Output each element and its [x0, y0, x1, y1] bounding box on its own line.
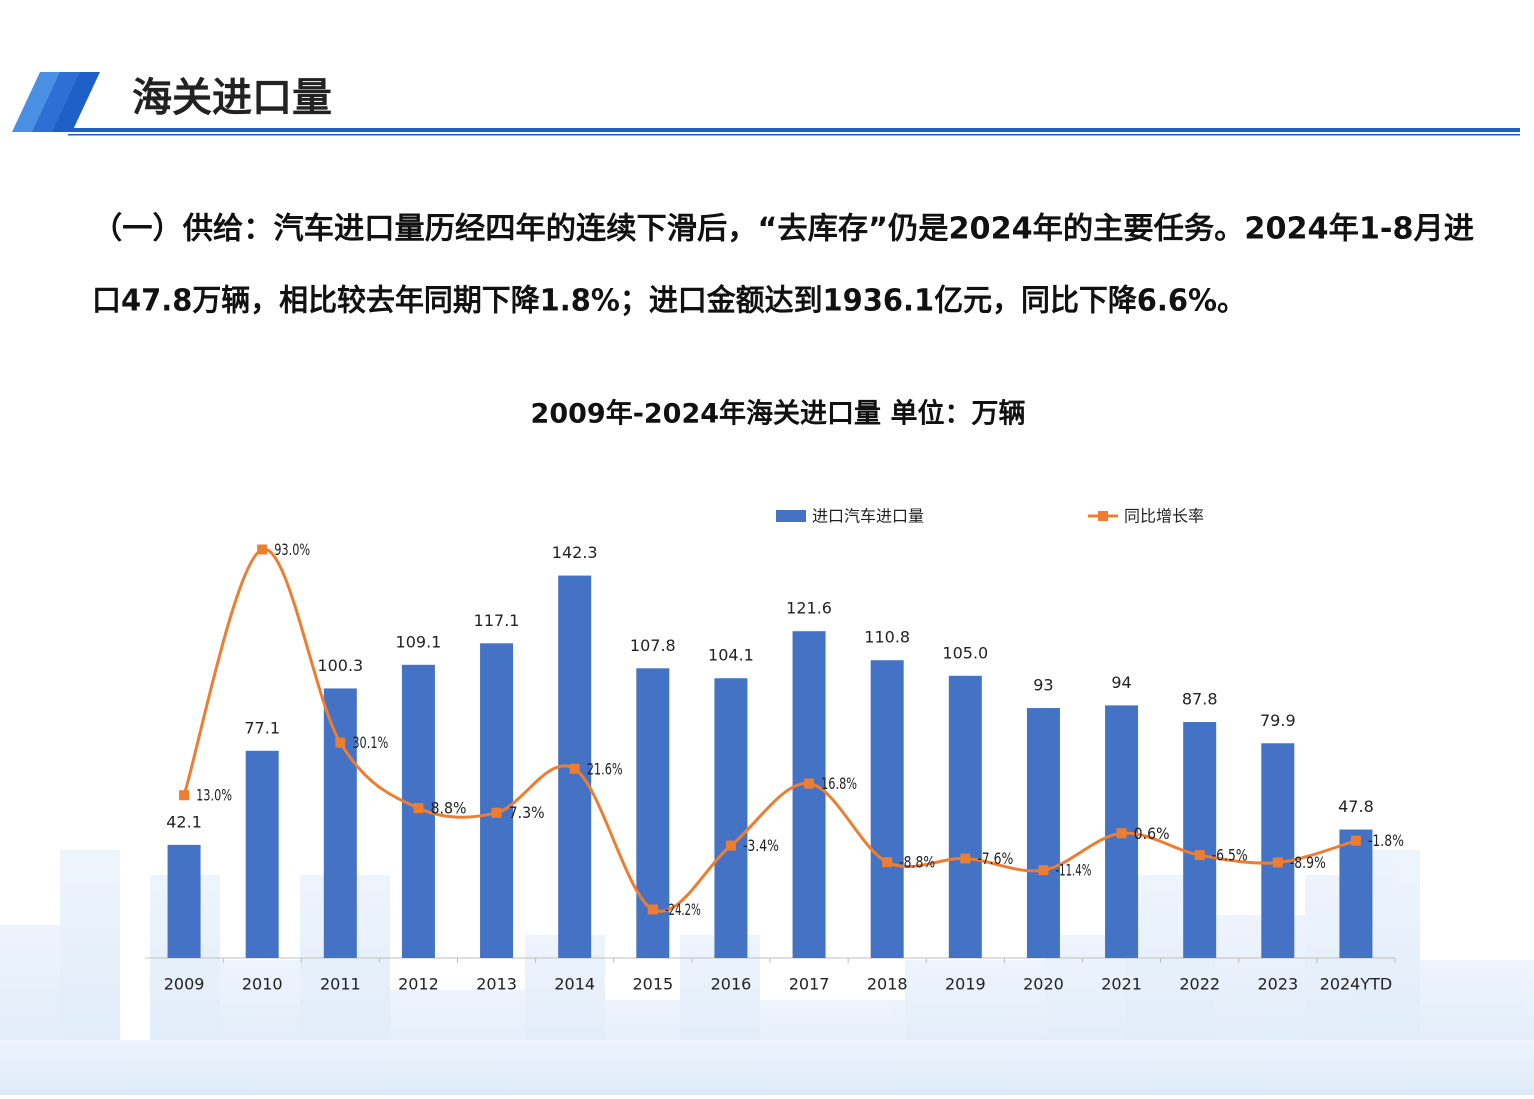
- paragraph-line: （一）供给：汽车进口量历经四年的连续下滑后，“去库存”仍是2024年的主要任务。…: [92, 212, 1474, 247]
- bar-value-label: 109.1: [396, 632, 442, 651]
- x-tick-label: 2016: [711, 975, 752, 994]
- line-marker: [1272, 857, 1283, 868]
- bar: [870, 660, 904, 958]
- bar-value-label: 117.1: [474, 611, 520, 630]
- x-tick-label: 2014: [554, 975, 595, 994]
- bar: [1183, 722, 1217, 958]
- bar-value-label: 94: [1111, 673, 1131, 692]
- bar: [1339, 829, 1373, 958]
- x-tick-label: 2009: [164, 975, 205, 994]
- bar: [1261, 743, 1295, 958]
- line-marker: [569, 763, 580, 774]
- bar-value-label: 77.1: [244, 718, 280, 737]
- legend-swatch: [776, 510, 806, 522]
- bar-value-label: 79.9: [1260, 711, 1296, 730]
- line-marker: [804, 778, 815, 789]
- x-tick-label: 2012: [398, 975, 439, 994]
- chart-title: 2009年-2024年海关进口量 单位：万辆: [531, 398, 1026, 430]
- bar-value-label: 87.8: [1182, 690, 1218, 709]
- line-value-label: -3.4%: [743, 836, 779, 855]
- line-marker: [1116, 828, 1127, 839]
- line-value-label: -8.9%: [1290, 853, 1326, 872]
- bar-value-label: 47.8: [1338, 797, 1374, 816]
- legend-label: 进口汽车进口量: [812, 507, 924, 526]
- bar: [323, 688, 357, 958]
- header-title: 海关进口量: [132, 75, 332, 121]
- line: [182, 547, 1357, 913]
- line-value-label: -24.2%: [665, 900, 701, 919]
- line-marker: [1350, 835, 1361, 846]
- bar-value-label: 100.3: [317, 656, 363, 675]
- line-marker: [1194, 850, 1205, 861]
- legend-swatch: [1098, 511, 1108, 521]
- x-tick-label: 2019: [945, 975, 986, 994]
- bar-value-label: 105.0: [942, 643, 988, 662]
- x-tick-label: 2015: [632, 975, 673, 994]
- header-logo: [12, 72, 1520, 136]
- line-value-label: 93.0%: [274, 540, 310, 559]
- line-value-label: 16.8%: [821, 774, 857, 793]
- x-tick-label: 2011: [320, 975, 361, 994]
- x-tick-label: 2017: [789, 975, 830, 994]
- line-value-label: -1.8%: [1368, 831, 1404, 850]
- bar-value-label: 42.1: [166, 812, 202, 831]
- bar: [792, 631, 826, 958]
- skyline-background: [0, 850, 1534, 1095]
- bar: [480, 643, 514, 958]
- line-value-label: -6.5%: [1212, 846, 1248, 865]
- line-value-label: -11.4%: [1055, 861, 1091, 880]
- line-marker: [725, 840, 736, 851]
- line-marker: [960, 853, 971, 864]
- bar-value-label: 142.3: [552, 543, 598, 562]
- bar: [948, 675, 982, 958]
- line-marker: [1038, 865, 1049, 876]
- x-tick-label: 2021: [1101, 975, 1142, 994]
- line-value-label: 8.8%: [430, 799, 466, 818]
- bar: [1026, 708, 1060, 958]
- line-value-label: 21.6%: [587, 759, 623, 778]
- line-value-label: 0.6%: [1134, 824, 1170, 843]
- bar: [714, 678, 748, 958]
- bar-value-label: 121.6: [786, 599, 832, 618]
- x-tick-label: 2024YTD: [1320, 975, 1393, 994]
- paragraph-line: 口47.8万辆，相比较去年同期下降1.8%；进口金额达到1936.1亿元，同比下…: [92, 284, 1246, 319]
- x-tick-label: 2010: [242, 975, 283, 994]
- line-marker: [179, 790, 190, 801]
- line-value-label: -8.8%: [899, 853, 935, 872]
- line-marker: [491, 807, 502, 818]
- bar: [167, 844, 201, 958]
- line-marker: [882, 857, 893, 868]
- x-tick-label: 2022: [1179, 975, 1220, 994]
- line-value-label: -7.6%: [977, 849, 1013, 868]
- bar-value-label: 93: [1033, 676, 1053, 695]
- line-value-label: 13.0%: [196, 786, 232, 805]
- bar-value-label: 104.1: [708, 646, 754, 665]
- line-marker: [257, 544, 268, 555]
- x-tick-label: 2020: [1023, 975, 1064, 994]
- bar-value-label: 110.8: [864, 628, 910, 647]
- x-tick-label: 2013: [476, 975, 517, 994]
- legend-label: 同比增长率: [1124, 507, 1204, 526]
- bar: [245, 750, 279, 958]
- line-marker: [335, 737, 346, 748]
- x-tick-label: 2023: [1257, 975, 1298, 994]
- line-value-label: 30.1%: [352, 733, 388, 752]
- line-marker: [413, 803, 424, 814]
- line-marker: [647, 904, 658, 915]
- line-value-label: 7.3%: [509, 803, 545, 822]
- x-tick-label: 2018: [867, 975, 908, 994]
- bar-value-label: 107.8: [630, 636, 676, 655]
